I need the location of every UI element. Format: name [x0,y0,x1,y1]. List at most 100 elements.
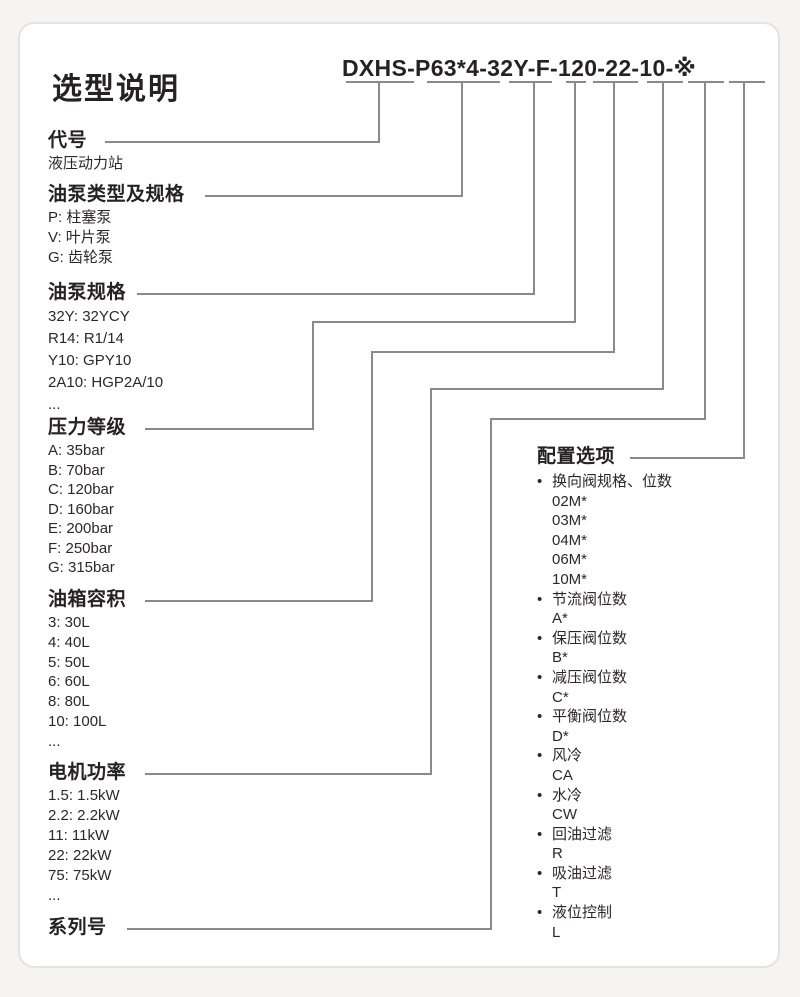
model-code: DXHS-P63*4-32Y-F-120-22-10-※ [342,55,697,81]
bullet-icon: • [537,825,543,843]
section-title-series: 系列号 [48,917,107,938]
leader-tank-drop [613,81,615,353]
config-option-item: 03M* [552,512,588,530]
option-item: 22: 22kW [48,847,112,864]
config-option-item: B* [552,649,568,667]
leader-pressure-drop [574,81,576,323]
option-item: 液压动力站 [48,155,124,172]
section-config: 配置选项 • 换向阀规格、位数 02M* 03M* 04M* 06M* 10M* • 节流阀位数… [537,446,672,942]
bullet-icon: • [537,590,543,608]
code-tick-series [688,81,724,83]
config-option-item: A* [552,610,568,628]
section-title-motor: 电机功率 [48,762,127,783]
bullet-icon: • [537,864,543,882]
option-item: D: 160bar [48,500,114,518]
leader-motor-drop [662,81,664,390]
option-item: 11: 11kW [48,827,110,844]
leader-series-drop2 [490,418,492,930]
bullet-icon: • [537,904,543,922]
option-item: C: 120bar [48,481,114,498]
option-item: A: 35bar [48,442,105,459]
option-item: 3: 30L [48,614,90,631]
option-item: E: 200bar [48,520,114,537]
config-option-item: • 液位控制 [537,904,613,922]
label-rule-tank [145,600,373,602]
section-title-prefix: 代号 [48,130,88,151]
label-rule-motor [145,773,432,775]
option-item: B: 70bar [48,461,105,479]
option-item: 6: 60L [48,673,90,691]
option-item: G: 315bar [48,559,115,576]
option-item: 10: 100L [48,712,107,730]
option-item: ... [48,396,61,413]
code-tick-motor [647,81,683,83]
leader-series-jog [490,418,706,420]
config-option-item: CW [552,806,577,824]
config-option-item: • 风冷 [537,747,583,765]
option-item: Y10: GPY10 [48,352,132,369]
bullet-icon: • [537,786,543,804]
code-tick-pump-spec [509,81,552,83]
code-tick-pressure [566,81,586,83]
leader-prefix-drop [378,81,380,143]
config-option-item: T [552,884,562,902]
section-title-config: 配置选项 [537,446,616,467]
leader-series-drop [704,81,706,420]
section-pump-type: 油泵类型及规格 P: 柱塞泵 V: 叶片泵 G: 齿轮泵 [48,184,185,268]
section-title-pressure: 压力等级 [48,417,127,438]
section-tank: 油箱容积 3: 30L 4: 40L 5: 50L 6: 60L 8: 80L 10: 1… [48,589,126,752]
option-item: 1.5: 1.5kW [48,787,120,804]
code-tick-prefix [346,81,414,83]
section-pump-spec: 油泵规格 32Y: 32YCY R14: R1/14 Y10: GPY10 2A10:… [48,282,163,416]
option-item: P: 柱塞泵 [48,209,112,226]
config-option-item: C* [552,688,569,706]
option-item: F: 250bar [48,539,113,557]
leader-pressure-drop2 [312,321,314,430]
config-option-item: D* [552,727,569,745]
option-item: 5: 50L [48,653,90,671]
leader-config-drop [743,81,745,459]
page-title: 选型说明 [52,73,180,107]
config-option-item: 02M* [552,492,588,510]
section-pressure: 压力等级 A: 35bar B: 70bar C: 120bar D: 160bar E… [48,417,126,578]
bullet-icon: • [537,708,543,726]
bullet-icon: • [537,747,543,765]
label-rule-pump-type [205,195,463,197]
label-rule-pump-spec [137,293,535,295]
option-item: ... [48,887,61,904]
bullet-icon: • [537,473,543,490]
config-option-item: • 吸油过滤 [537,864,613,882]
code-tick-config [729,81,765,83]
label-rule-config [630,457,745,459]
config-option-item: 06M* [552,551,588,569]
option-item: G: 齿轮泵 [48,249,114,266]
config-option-item: 10M* [552,570,588,588]
option-item: R14: R1/14 [48,330,124,347]
config-option-item: • 节流阀位数 [537,590,628,608]
leader-tank-jog [371,351,615,353]
section-series: 系列号 [48,917,107,939]
content-card [18,22,780,968]
option-item: 2A10: HGP2A/10 [48,374,164,391]
leader-pressure-jog [312,321,576,323]
leader-pump-type-drop [461,81,463,197]
config-option-item: • 回油过滤 [537,825,613,843]
config-option-item: • 减压阀位数 [537,668,628,686]
config-option-item: L [552,923,561,941]
section-prefix: 代号 液压动力站 [48,130,123,174]
option-item: 32Y: 32YCY [48,308,130,325]
label-rule-pressure [145,428,314,430]
option-item: 2.2: 2.2kW [48,807,120,824]
label-rule-prefix [105,141,380,143]
config-option-item: CA [552,766,573,784]
section-title-tank: 油箱容积 [48,589,127,610]
option-item: 75: 75kW [48,867,112,884]
config-option-item: • 保压阀位数 [537,629,628,647]
section-title-pump-spec: 油泵规格 [48,282,127,303]
config-option-item: • 平衡阀位数 [537,708,628,726]
config-option-item: R [552,845,563,863]
bullet-icon: • [537,668,543,686]
option-item: 4: 40L [48,633,90,651]
code-tick-pump-type [427,81,500,83]
